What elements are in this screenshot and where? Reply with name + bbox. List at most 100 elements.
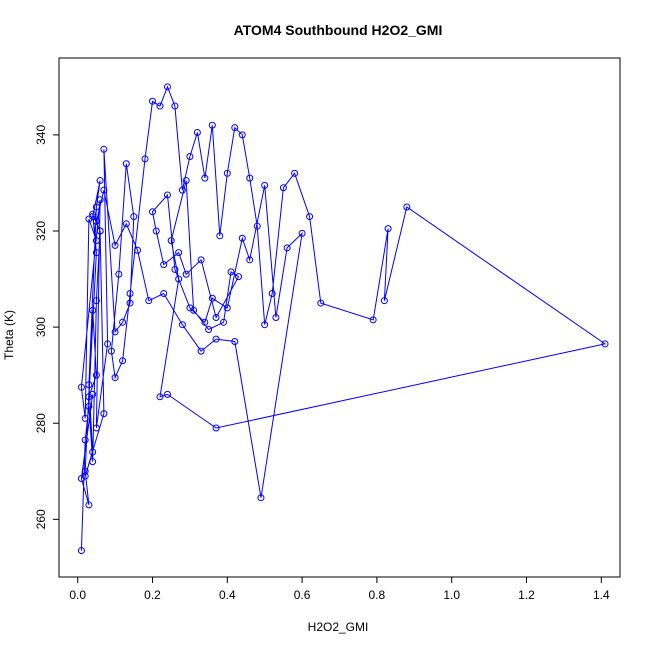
data-point — [92, 249, 100, 257]
series-line — [80, 85, 607, 551]
y-tick-label: 260 — [34, 509, 48, 529]
data-point — [89, 390, 97, 398]
data-point — [238, 131, 246, 139]
data-point — [216, 232, 224, 240]
data-point — [85, 381, 93, 389]
data-point — [238, 234, 246, 242]
data-point — [122, 160, 130, 168]
data-point — [272, 314, 280, 321]
data-point — [111, 374, 119, 382]
data-point — [197, 347, 205, 355]
data-point — [186, 304, 194, 312]
data-point — [227, 268, 235, 276]
data-point — [96, 196, 104, 204]
data-point — [89, 210, 97, 218]
data-point — [92, 237, 100, 245]
data-point — [208, 294, 216, 302]
data-point — [77, 383, 85, 391]
data-point — [212, 314, 220, 321]
data-point — [193, 128, 201, 136]
x-tick-label: 1.4 — [593, 588, 610, 602]
data-point — [141, 155, 149, 163]
data-point — [175, 249, 183, 257]
x-tick-label: 1.0 — [443, 588, 460, 602]
y-axis: 260 280 300 320 340 — [34, 125, 60, 529]
y-axis-label: Theta (K) — [2, 310, 16, 360]
data-point — [85, 215, 93, 223]
data-point — [163, 390, 171, 398]
data-point — [89, 448, 97, 456]
data-point — [246, 256, 254, 264]
x-tick-label: 0.8 — [369, 588, 386, 602]
data-point — [126, 299, 134, 307]
data-point — [231, 124, 239, 132]
data-point — [100, 145, 108, 153]
data-point — [119, 318, 127, 326]
data-point — [279, 184, 287, 192]
data-point — [178, 321, 186, 329]
y-tick-label: 340 — [34, 125, 48, 145]
data-point — [197, 256, 205, 264]
data-point — [231, 338, 239, 346]
data-point — [384, 225, 392, 233]
data-point — [152, 227, 160, 235]
x-tick-label: 0.2 — [144, 588, 161, 602]
data-point — [111, 241, 119, 249]
data-point — [145, 297, 153, 305]
data-point — [119, 357, 127, 365]
data-point — [178, 186, 186, 194]
data-point — [291, 169, 299, 177]
data-point — [306, 213, 314, 221]
x-tick-label: 1.2 — [518, 588, 535, 602]
y-tick-label: 280 — [34, 413, 48, 433]
x-axis: 0.0 0.2 0.4 0.6 0.8 1.0 1.2 1.4 — [69, 576, 610, 602]
data-point — [201, 318, 209, 326]
data-point — [100, 410, 108, 418]
data-point — [253, 222, 261, 230]
data-point — [81, 472, 89, 480]
data-point — [81, 414, 89, 422]
data-point — [175, 275, 183, 283]
series-layer — [77, 83, 609, 555]
data-point — [134, 246, 142, 254]
data-point — [92, 217, 100, 225]
data-point — [208, 121, 216, 129]
data-point — [160, 261, 168, 269]
data-point — [89, 458, 97, 466]
data-point — [317, 299, 325, 307]
data-point — [298, 229, 306, 237]
x-tick-label: 0.4 — [219, 588, 236, 602]
data-point — [156, 102, 164, 110]
data-point — [246, 174, 254, 182]
data-point — [92, 203, 100, 211]
data-point — [201, 174, 209, 182]
data-point — [182, 270, 190, 278]
data-point — [85, 501, 93, 509]
data-point — [190, 306, 198, 314]
x-axis-label: H2O2_GMI — [308, 620, 369, 634]
data-point — [261, 181, 269, 189]
data-point — [163, 83, 171, 91]
data-point — [100, 186, 108, 194]
plot-frame — [58, 57, 621, 578]
data-point — [212, 335, 220, 343]
data-point — [223, 304, 231, 312]
data-point — [107, 347, 115, 355]
data-point — [171, 102, 179, 110]
data-point — [149, 208, 156, 216]
data-point — [283, 244, 291, 252]
data-point — [268, 289, 276, 297]
data-point — [115, 270, 123, 278]
data-point — [81, 436, 89, 444]
x-tick-label: 0.6 — [294, 588, 311, 602]
data-point — [182, 177, 190, 185]
data-point — [104, 340, 112, 348]
data-point — [205, 326, 213, 334]
data-point — [171, 265, 179, 273]
data-point — [92, 297, 100, 305]
data-point — [601, 340, 609, 348]
data-point — [89, 213, 97, 221]
chart-title: ATOM4 Southbound H2O2_GMI — [234, 22, 443, 38]
x-tick-label: 0.0 — [69, 588, 86, 602]
